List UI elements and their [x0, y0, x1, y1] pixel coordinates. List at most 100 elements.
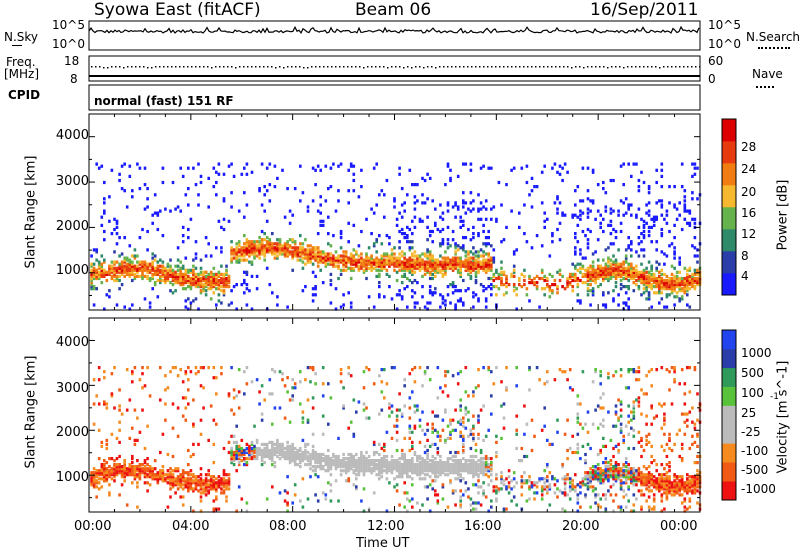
echo-cell — [347, 372, 350, 376]
echo-cell — [362, 264, 366, 268]
echo-cell — [571, 274, 574, 278]
echo-cell — [370, 256, 373, 260]
echo-cell — [222, 199, 226, 203]
echo-cell — [487, 428, 490, 432]
echo-cell — [204, 270, 208, 274]
echo-cell — [143, 166, 147, 170]
echo-cell — [495, 434, 498, 438]
echo-cell — [362, 463, 366, 467]
echo-cell — [260, 412, 264, 416]
echo-cell — [194, 272, 198, 276]
echo-cell — [469, 467, 473, 471]
echo-cell — [250, 260, 254, 264]
echo-cell — [103, 459, 106, 463]
echo-cell — [500, 270, 503, 274]
echo-cell — [640, 278, 643, 283]
echo-cell — [118, 268, 121, 272]
echo-cell — [380, 463, 384, 467]
echo-cell — [212, 291, 216, 295]
echo-cell — [602, 461, 605, 465]
echo-cell — [523, 481, 526, 485]
echo-cell — [113, 475, 116, 479]
echo-cell — [462, 416, 465, 420]
echo-cell — [408, 248, 412, 252]
echo-cell — [250, 274, 254, 278]
echo-cell — [388, 256, 391, 260]
echo-cell — [459, 404, 462, 408]
nave-dot — [223, 66, 225, 68]
echo-cell — [304, 463, 307, 467]
echo-cell — [484, 297, 488, 301]
echo-cell — [146, 481, 149, 485]
echo-cell — [110, 467, 114, 471]
echo-cell — [217, 283, 221, 287]
echo-cell — [459, 219, 462, 223]
echo-cell — [291, 450, 294, 455]
echo-cell — [609, 475, 613, 479]
echo-cell — [189, 276, 193, 281]
echo-cell — [563, 162, 567, 166]
echo-cell — [187, 479, 190, 483]
echo-cell — [454, 450, 457, 455]
echo-cell — [479, 457, 483, 461]
echo-cell — [594, 278, 597, 283]
nave-dot — [691, 66, 693, 68]
echo-cell — [505, 477, 508, 481]
echo-cell — [161, 268, 165, 272]
echo-cell — [398, 258, 401, 262]
nsearch-label: N.Search — [746, 30, 800, 44]
echo-cell — [614, 272, 618, 276]
echo-cell — [459, 434, 462, 438]
nave-dot — [523, 66, 525, 68]
echo-cell — [411, 457, 414, 461]
echo-cell — [207, 366, 210, 370]
echo-cell — [444, 299, 447, 303]
echo-cell — [362, 461, 366, 465]
echo-cell — [337, 189, 340, 193]
echo-cell — [609, 262, 613, 266]
echo-cell — [581, 481, 585, 485]
velocity-cbtick-1000: 1000 — [741, 346, 772, 360]
echo-cell — [540, 244, 544, 248]
echo-cell — [584, 471, 587, 475]
echo-cell — [467, 207, 470, 211]
echo-cell — [311, 299, 315, 303]
echo-cell — [202, 386, 205, 390]
echo-cell — [426, 266, 429, 270]
station-title: Syowa East (fitACF) — [94, 0, 261, 20]
echo-cell — [477, 262, 480, 266]
echo-cell — [500, 477, 503, 481]
echo-cell — [428, 469, 432, 473]
echo-cell — [490, 505, 493, 509]
echo-cell — [365, 276, 368, 281]
echo-cell — [647, 234, 651, 238]
echo-cell — [423, 467, 427, 471]
echo-cell — [161, 180, 165, 185]
echo-cell — [423, 444, 427, 448]
echo-cell — [306, 418, 310, 422]
echo-cell — [220, 264, 223, 268]
echo-cell — [141, 372, 144, 376]
echo-cell — [288, 246, 292, 250]
echo-cell — [202, 276, 205, 281]
echo-cell — [222, 281, 226, 285]
echo-cell — [161, 465, 165, 469]
echo-cell — [334, 260, 338, 264]
echo-cell — [156, 479, 160, 483]
echo-cell — [484, 299, 488, 303]
echo-cell — [602, 303, 605, 307]
echo-cell — [586, 479, 590, 483]
echo-cell — [568, 276, 572, 281]
echo-cell — [624, 256, 628, 260]
echo-cell — [176, 467, 180, 471]
echo-cell — [316, 457, 320, 461]
echo-cell — [474, 463, 478, 467]
echo-cell — [479, 260, 483, 264]
echo-cell — [581, 281, 585, 285]
echo-cell — [602, 471, 605, 475]
echo-cell — [446, 203, 450, 207]
echo-cell — [472, 390, 475, 394]
echo-cell — [237, 463, 241, 467]
echo-cell — [243, 248, 246, 252]
echo-cell — [551, 232, 554, 236]
